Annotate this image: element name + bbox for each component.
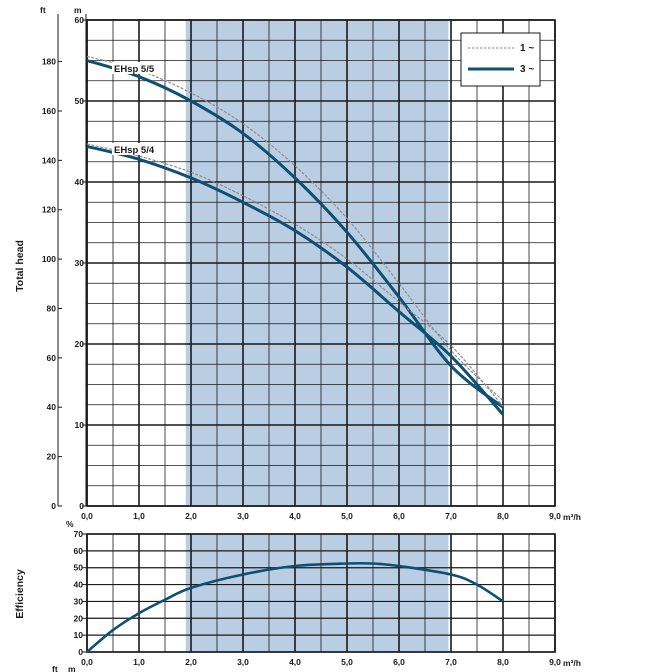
head-x-tick-label: 2,0: [185, 511, 197, 521]
efficiency-grid: [86, 533, 556, 653]
efficiency-x-tick-label: 5,0: [341, 657, 353, 667]
head-x-tick-label: 5,0: [341, 511, 353, 521]
head-m-tick-label: 40: [75, 177, 85, 187]
head-ft-tick-label: 0: [51, 501, 56, 511]
ft-unit-label: ft: [40, 5, 46, 15]
efficiency-ticks: 0 10 20 30 40 50 60 70 0,0 1,0 2,0 3,0 4,0 5,0 6,0 7,0 8…: [74, 529, 562, 667]
head-ft-tick-label: 20: [47, 452, 57, 462]
head-m-tick-label: 0: [79, 501, 84, 511]
efficiency-y-tick-label: 70: [74, 529, 84, 539]
head-grid: [86, 19, 556, 507]
head-ticks: 0 10 20 30 40 50 60 0 20 40 60 80 100 120 140 160 180 0,0…: [42, 14, 561, 521]
efficiency-curve-line: [86, 561, 504, 653]
efficiency-axis-title: Efficiency: [14, 569, 26, 619]
efficiency-x-tick-label: 0,0: [81, 657, 93, 667]
efficiency-x-tick-label: 4,0: [289, 657, 301, 667]
efficiency-x-tick-label: 8,0: [497, 657, 509, 667]
head-ft-tick-label: 40: [47, 402, 57, 412]
efficiency-y-tick-label: 30: [74, 596, 84, 606]
head-m-tick-label: 10: [75, 420, 85, 430]
curve-label-ehsp54-text: EHsp 5/4: [114, 145, 155, 156]
head-x-unit-label: m³/h: [563, 512, 581, 522]
head-x-tick-label: 9,0: [549, 511, 561, 521]
legend-box: [460, 32, 541, 87]
curve-label-ehsp55: EHsp 5/5: [112, 62, 155, 75]
efficiency-x-tick-label: 9,0: [549, 657, 561, 667]
head-ft-tick-label: 180: [42, 57, 56, 67]
legend-label-1ph: 1 ~: [520, 43, 534, 54]
m-unit-label: m: [74, 5, 82, 15]
head-x-tick-label: 3,0: [237, 511, 249, 521]
efficiency-curve: [86, 561, 504, 653]
efficiency-y-tick-label: 60: [74, 546, 84, 556]
head-curve-3ph: [86, 59, 504, 409]
head-curve-1ph: [86, 143, 504, 407]
head-m-tick-label: 20: [75, 339, 85, 349]
legend: 1 ~ 3 ~: [460, 32, 541, 87]
head-x-tick-label: 7,0: [445, 511, 457, 521]
head-curve-1ph: [86, 55, 504, 402]
efficiency-x-tick-label: 1,0: [133, 657, 145, 667]
head-m-tick-label: 50: [75, 96, 85, 106]
efficiency-unit-label: %: [66, 519, 74, 529]
head-m-tick-label: 60: [75, 15, 85, 25]
efficiency-y-tick-label: 10: [74, 630, 84, 640]
efficiency-y-tick-label: 0: [78, 647, 83, 657]
head-axis-title: Total head: [14, 240, 26, 292]
efficiency-y-tick-label: 50: [74, 563, 84, 573]
efficiency-duty-band-rect: [185, 534, 449, 652]
head-x-tick-label: 8,0: [497, 511, 509, 521]
head-ft-tick-label: 80: [47, 303, 57, 313]
efficiency-x-tick-label: 7,0: [445, 657, 457, 667]
head-ft-tick-label: 100: [42, 254, 56, 264]
head-curve-3ph: [86, 144, 505, 416]
efficiency-x-tick-label: 6,0: [393, 657, 405, 667]
efficiency-x-tick-label: 3,0: [237, 657, 249, 667]
head-ft-tick-label: 60: [47, 353, 57, 363]
efficiency-plot-frame: [86, 533, 556, 653]
bottom-ft-label: ft: [52, 664, 58, 672]
bottom-m-label: m: [68, 664, 76, 672]
head-m-tick-label: 30: [75, 258, 85, 268]
head-x-tick-label: 4,0: [289, 511, 301, 521]
efficiency-y-tick-label: 20: [74, 613, 84, 623]
head-ft-tick-label: 160: [42, 106, 56, 116]
curve-label-ehsp55-text: EHsp 5/5: [114, 64, 155, 75]
efficiency-duty-band: [185, 534, 449, 652]
head-ft-tick-label: 140: [42, 155, 56, 165]
legend-label-3ph: 3 ~: [520, 64, 534, 75]
efficiency-x-unit-label: m³/h: [563, 658, 581, 668]
head-x-tick-label: 6,0: [393, 511, 405, 521]
curve-label-ehsp54: EHsp 5/4: [112, 143, 155, 156]
head-curves: [86, 55, 505, 416]
efficiency-y-tick-label: 40: [74, 580, 84, 590]
head-ft-tick-label: 120: [42, 205, 56, 215]
efficiency-x-tick-label: 2,0: [185, 657, 197, 667]
head-x-tick-label: 1,0: [133, 511, 145, 521]
head-x-tick-label: 0,0: [81, 511, 93, 521]
